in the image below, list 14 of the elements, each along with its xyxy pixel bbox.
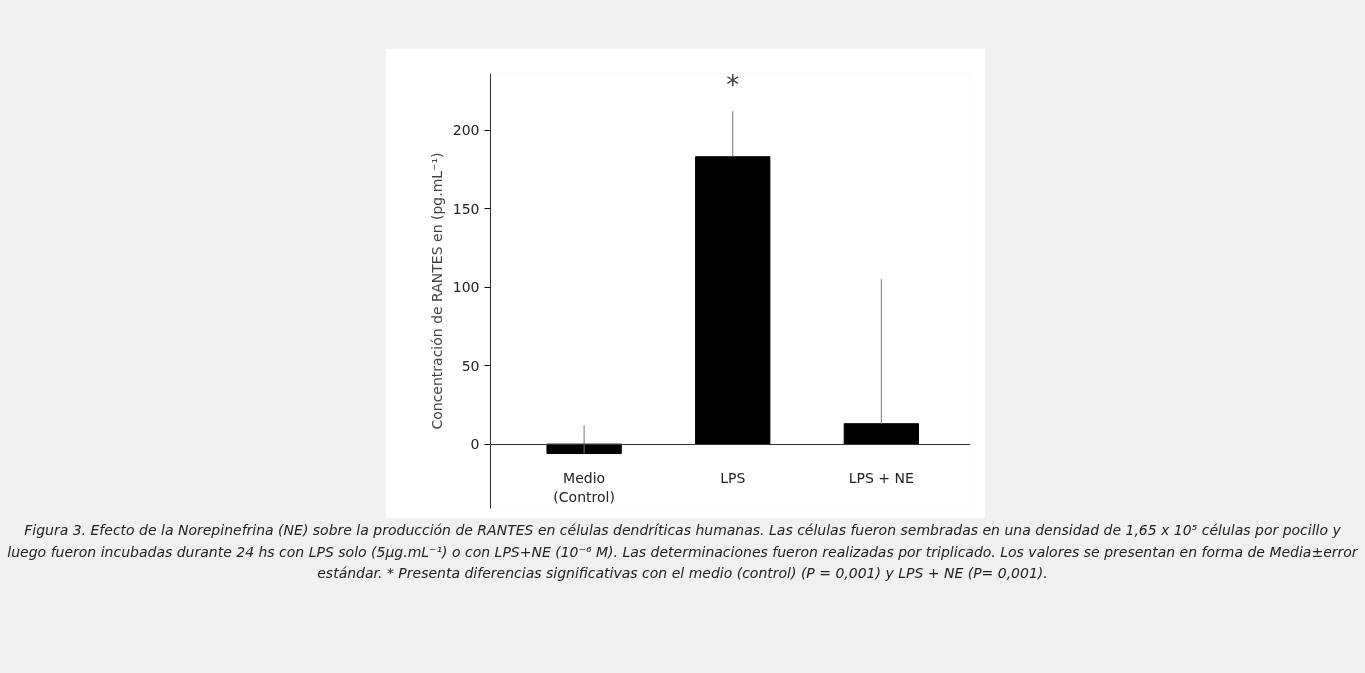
- bar: [843, 423, 919, 445]
- y-tick-label: 50: [461, 357, 480, 374]
- y-tick-label: 200: [452, 122, 480, 139]
- x-tick-label: Medio (Control): [553, 470, 615, 506]
- y-axis-title: Concentración de RANTES en (pg.mL⁻¹): [428, 152, 445, 430]
- bar: [695, 156, 771, 445]
- y-tick-label: 100: [452, 279, 480, 296]
- text: Figura 3. Efecto de la Norepinefrina (NE) sobre la producción de RANTES en células dendríticas humanas. Las células fueron sembradas en una densidad de 1,65 x 10⁵ células por pocillo y luego fueron incubadas durante 24 hs con LPS solo (5µg.mL⁻¹) o con LPS+NE (10⁻⁶ M). Las determinaciones fueron realizadas por triplicado. Los valores se presentan en forma de Media±error estándar. * Presenta diferencias significativas con el medio (control) (P = 0,001) y LPS + NE (P= 0,001).: [6, 521, 1359, 584]
- x-tick-label: LPS + NE: [848, 470, 914, 487]
- annotation: *: [726, 70, 740, 101]
- x-tick-label: LPS: [720, 470, 746, 487]
- bar: [546, 443, 622, 455]
- y-tick-label: 0: [470, 436, 480, 453]
- y-tick-label: 150: [452, 200, 480, 217]
